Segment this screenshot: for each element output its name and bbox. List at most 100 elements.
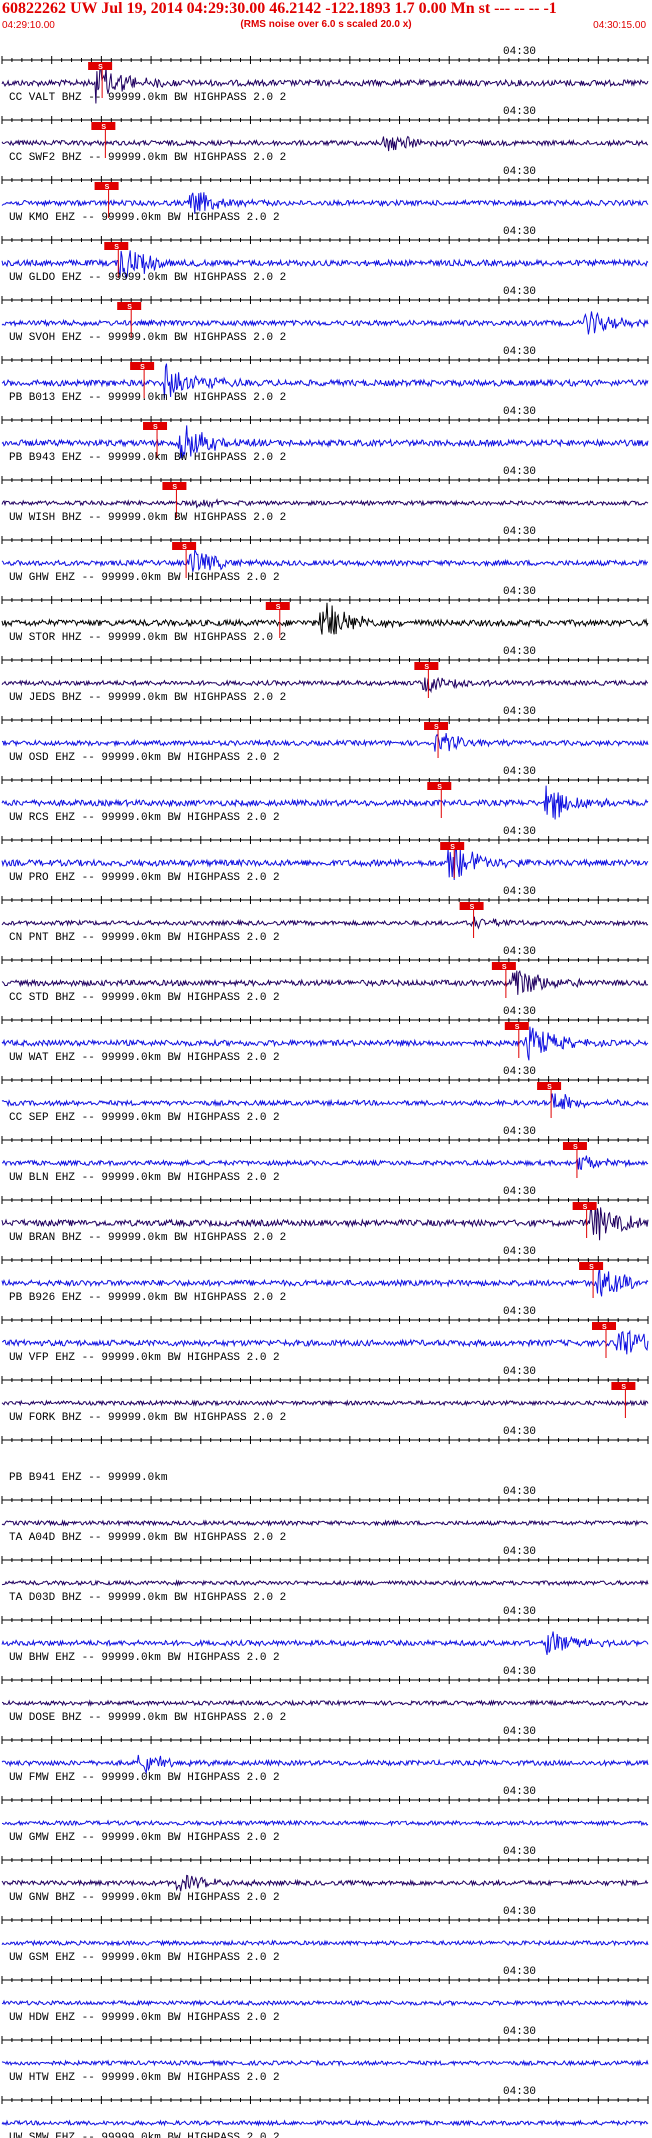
waveform: [1, 1026, 649, 1061]
station-row: 04:30: [1, 1846, 649, 1892]
station-row: 04:30 S: [1, 826, 649, 881]
station-row: 04:30: [1, 1786, 649, 1827]
station-row: 04:30: [1, 1486, 649, 1527]
waveform: [1, 844, 649, 881]
station-row: 04:30 S: [1, 706, 649, 758]
station-row: 04:30: [1, 1726, 649, 1775]
station-label: UW BHW EHZ -- 99999.0km BW HIGHPASS 2.0 …: [9, 1652, 280, 1664]
station-label: UW GLDO EHZ -- 99999.0km BW HIGHPASS 2.0…: [9, 272, 286, 284]
station-row: 04:30 S: [1, 1246, 649, 1298]
waveform: [1, 1699, 649, 1707]
pick-label: S: [602, 1324, 607, 1331]
waveform: [1, 66, 649, 104]
station-row: 04:30: [1, 1666, 649, 1707]
station-label: UW OSD EHZ -- 99999.0km BW HIGHPASS 2.0 …: [9, 752, 280, 764]
pick-label: S: [127, 304, 132, 311]
pick-label: S: [450, 844, 455, 851]
pick-marker: [579, 1262, 604, 1270]
station-row: 04:30 S: [1, 466, 649, 518]
station-label: CC VALT BHZ -- 99999.0km BW HIGHPASS 2.0…: [9, 92, 286, 104]
pick-marker: [88, 62, 113, 70]
waveform: [1, 425, 649, 459]
station-row: 04:30 S: [1, 166, 649, 218]
tick-label: 04:30: [503, 1606, 536, 1618]
station-row: 04:30 S: [1, 646, 649, 698]
tick-label: 04:30: [503, 1726, 536, 1738]
station-label: UW GSM EHZ -- 99999.0km BW HIGHPASS 2.0 …: [9, 1952, 280, 1964]
pick-marker: [504, 1022, 529, 1030]
tick-label: 04:30: [503, 1066, 536, 1078]
station-label: UW HDW EHZ -- 99999.0km BW HIGHPASS 2.0 …: [9, 2012, 280, 2024]
start-time-label: 04:29:10.00: [2, 20, 55, 31]
waveform: [1, 1939, 649, 1947]
station-row: 04:30 S: [1, 1006, 649, 1061]
waveform: [2, 1329, 649, 1355]
pick-label: S: [153, 424, 158, 431]
pick-label: S: [434, 724, 439, 731]
tick-label: 04:30: [503, 1006, 536, 1018]
station-row: 04:30: [1, 1966, 649, 2007]
station-label: UW STOR HHZ -- 99999.0km BW HIGHPASS 2.0…: [9, 632, 286, 644]
tick-label: 04:30: [503, 466, 536, 478]
tick-label: 04:30: [503, 1966, 536, 1978]
pick-marker: [491, 962, 516, 970]
pick-marker: [440, 842, 465, 850]
tick-label: 04:30: [503, 826, 536, 838]
waveform: [1, 969, 649, 995]
tick-label: 04:30: [503, 106, 536, 118]
event-title: 60822262 UW Jul 19, 2014 04:29:30.00 46.…: [2, 0, 557, 17]
station-label: UW SVOH EHZ -- 99999.0km BW HIGHPASS 2.0…: [9, 332, 286, 344]
pick-label: S: [98, 64, 103, 71]
waveform: [1, 549, 648, 572]
waveform: [1, 250, 649, 280]
tick-label: 04:30: [503, 166, 536, 178]
waveform: [1, 2059, 649, 2067]
station-label: UW FMW EHZ -- 99999.0km BW HIGHPASS 2.0 …: [9, 1772, 280, 1784]
waveform: [1, 1999, 649, 2007]
tick-label: 04:30: [503, 586, 536, 598]
tick-label: 04:30: [503, 706, 536, 718]
station-label: CC STD BHZ -- 99999.0km BW HIGHPASS 2.0 …: [9, 992, 280, 1004]
station-label: UW GMW EHZ -- 99999.0km BW HIGHPASS 2.0 …: [9, 1832, 280, 1844]
waveform: [1, 733, 649, 752]
station-row: 04:30 S: [1, 406, 649, 459]
plot-header: 60822262 UW Jul 19, 2014 04:29:30.00 46.…: [0, 0, 652, 36]
station-row: 04:30: [1, 1906, 649, 1947]
waveform: [1, 602, 649, 635]
station-row: 04:30: [1, 1426, 649, 1444]
pick-marker: [91, 122, 116, 130]
pick-label: S: [437, 784, 442, 791]
waveform: [1, 1874, 649, 1892]
waveform: [1, 1631, 649, 1656]
pick-marker: [104, 242, 129, 250]
pick-marker: [172, 542, 197, 550]
pick-label: S: [114, 244, 119, 251]
station-label: UW WISH BHZ -- 99999.0km BW HIGHPASS 2.0…: [9, 512, 286, 524]
tick-label: 04:30: [503, 886, 536, 898]
tick-label: 04:30: [503, 2026, 536, 2038]
pick-marker: [592, 1322, 617, 1330]
tick-label: 04:30: [503, 1126, 536, 1138]
pick-label: S: [515, 1024, 520, 1031]
tick-label: 04:30: [503, 2086, 536, 2098]
pick-marker: [459, 902, 484, 910]
tick-label: 04:30: [503, 1846, 536, 1858]
pick-marker: [94, 182, 119, 190]
station-label: UW GHW EHZ -- 99999.0km BW HIGHPASS 2.0 …: [9, 572, 280, 584]
waveform: [1, 363, 649, 399]
waveform: [1, 1202, 649, 1241]
pick-marker: [424, 722, 449, 730]
waveform: [1, 1819, 649, 1827]
station-row: 04:30 S: [1, 346, 649, 399]
station-label: UW JEDS BHZ -- 99999.0km BW HIGHPASS 2.0…: [9, 692, 286, 704]
station-label: UW GNW BHZ -- 99999.0km BW HIGHPASS 2.0 …: [9, 1892, 280, 1904]
end-time-label: 04:30:15.00: [593, 20, 646, 31]
pick-label: S: [547, 1084, 552, 1091]
station-row: 04:30 S: [1, 766, 649, 820]
station-label: UW PRO EHZ -- 99999.0km BW HIGHPASS 2.0 …: [9, 872, 280, 884]
station-row: 04:30 S: [1, 1126, 649, 1178]
pick-marker: [611, 1382, 636, 1390]
tick-label: 04:30: [503, 1186, 536, 1198]
station-row: 04:30 S: [1, 226, 649, 280]
tick-label: 04:30: [503, 646, 536, 658]
